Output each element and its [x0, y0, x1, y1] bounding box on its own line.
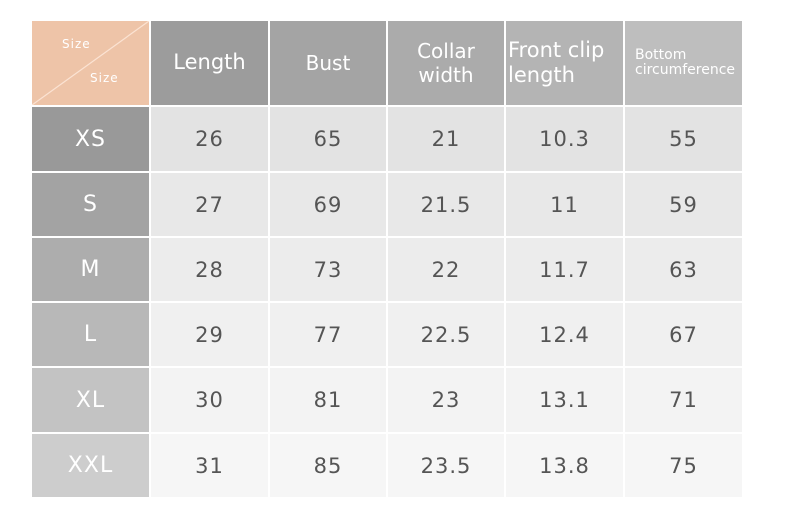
table-cell: 21.5	[388, 173, 504, 236]
table-cell: 30	[151, 368, 268, 432]
table-cell: 29	[151, 303, 268, 366]
size-label: XXL	[32, 434, 149, 497]
table-cell: 59	[625, 173, 742, 236]
table-cell: 22.5	[388, 303, 504, 366]
table-cell: 65	[270, 107, 386, 171]
table-cell: 11	[506, 173, 623, 236]
table-cell: 77	[270, 303, 386, 366]
table-cell: 67	[625, 303, 742, 366]
table-cell: 75	[625, 434, 742, 497]
header-bottom-circumference: Bottom circumference	[625, 21, 742, 105]
corner-label-top: Size	[62, 37, 91, 51]
header-collar-width: Collar width	[388, 21, 504, 105]
corner-label-bottom: Size	[90, 71, 119, 85]
table-cell: 10.3	[506, 107, 623, 171]
table-cell: 13.1	[506, 368, 623, 432]
table-cell: 63	[625, 238, 742, 301]
diagonal-divider	[32, 21, 149, 105]
table-cell: 27	[151, 173, 268, 236]
header-bust: Bust	[270, 21, 386, 105]
table-cell: 73	[270, 238, 386, 301]
size-label: L	[32, 303, 149, 366]
table-cell: 22	[388, 238, 504, 301]
table-cell: 71	[625, 368, 742, 432]
size-label: XL	[32, 368, 149, 432]
table-cell: 23.5	[388, 434, 504, 497]
header-front-clip-length: Front clip length	[506, 21, 623, 105]
size-label: XS	[32, 107, 149, 171]
table-cell: 31	[151, 434, 268, 497]
table-cell: 21	[388, 107, 504, 171]
size-label: M	[32, 238, 149, 301]
header-length: Length	[151, 21, 268, 105]
table-cell: 28	[151, 238, 268, 301]
table-cell: 81	[270, 368, 386, 432]
table-cell: 55	[625, 107, 742, 171]
size-chart-table: Size Size Length Bust Collar width Front cl…	[32, 21, 742, 497]
table-cell: 85	[270, 434, 386, 497]
table-cell: 69	[270, 173, 386, 236]
table-cell: 12.4	[506, 303, 623, 366]
table-cell: 11.7	[506, 238, 623, 301]
table-cell: 13.8	[506, 434, 623, 497]
size-label: S	[32, 173, 149, 236]
table-cell: 23	[388, 368, 504, 432]
corner-cell: Size Size	[32, 21, 149, 105]
table-cell: 26	[151, 107, 268, 171]
